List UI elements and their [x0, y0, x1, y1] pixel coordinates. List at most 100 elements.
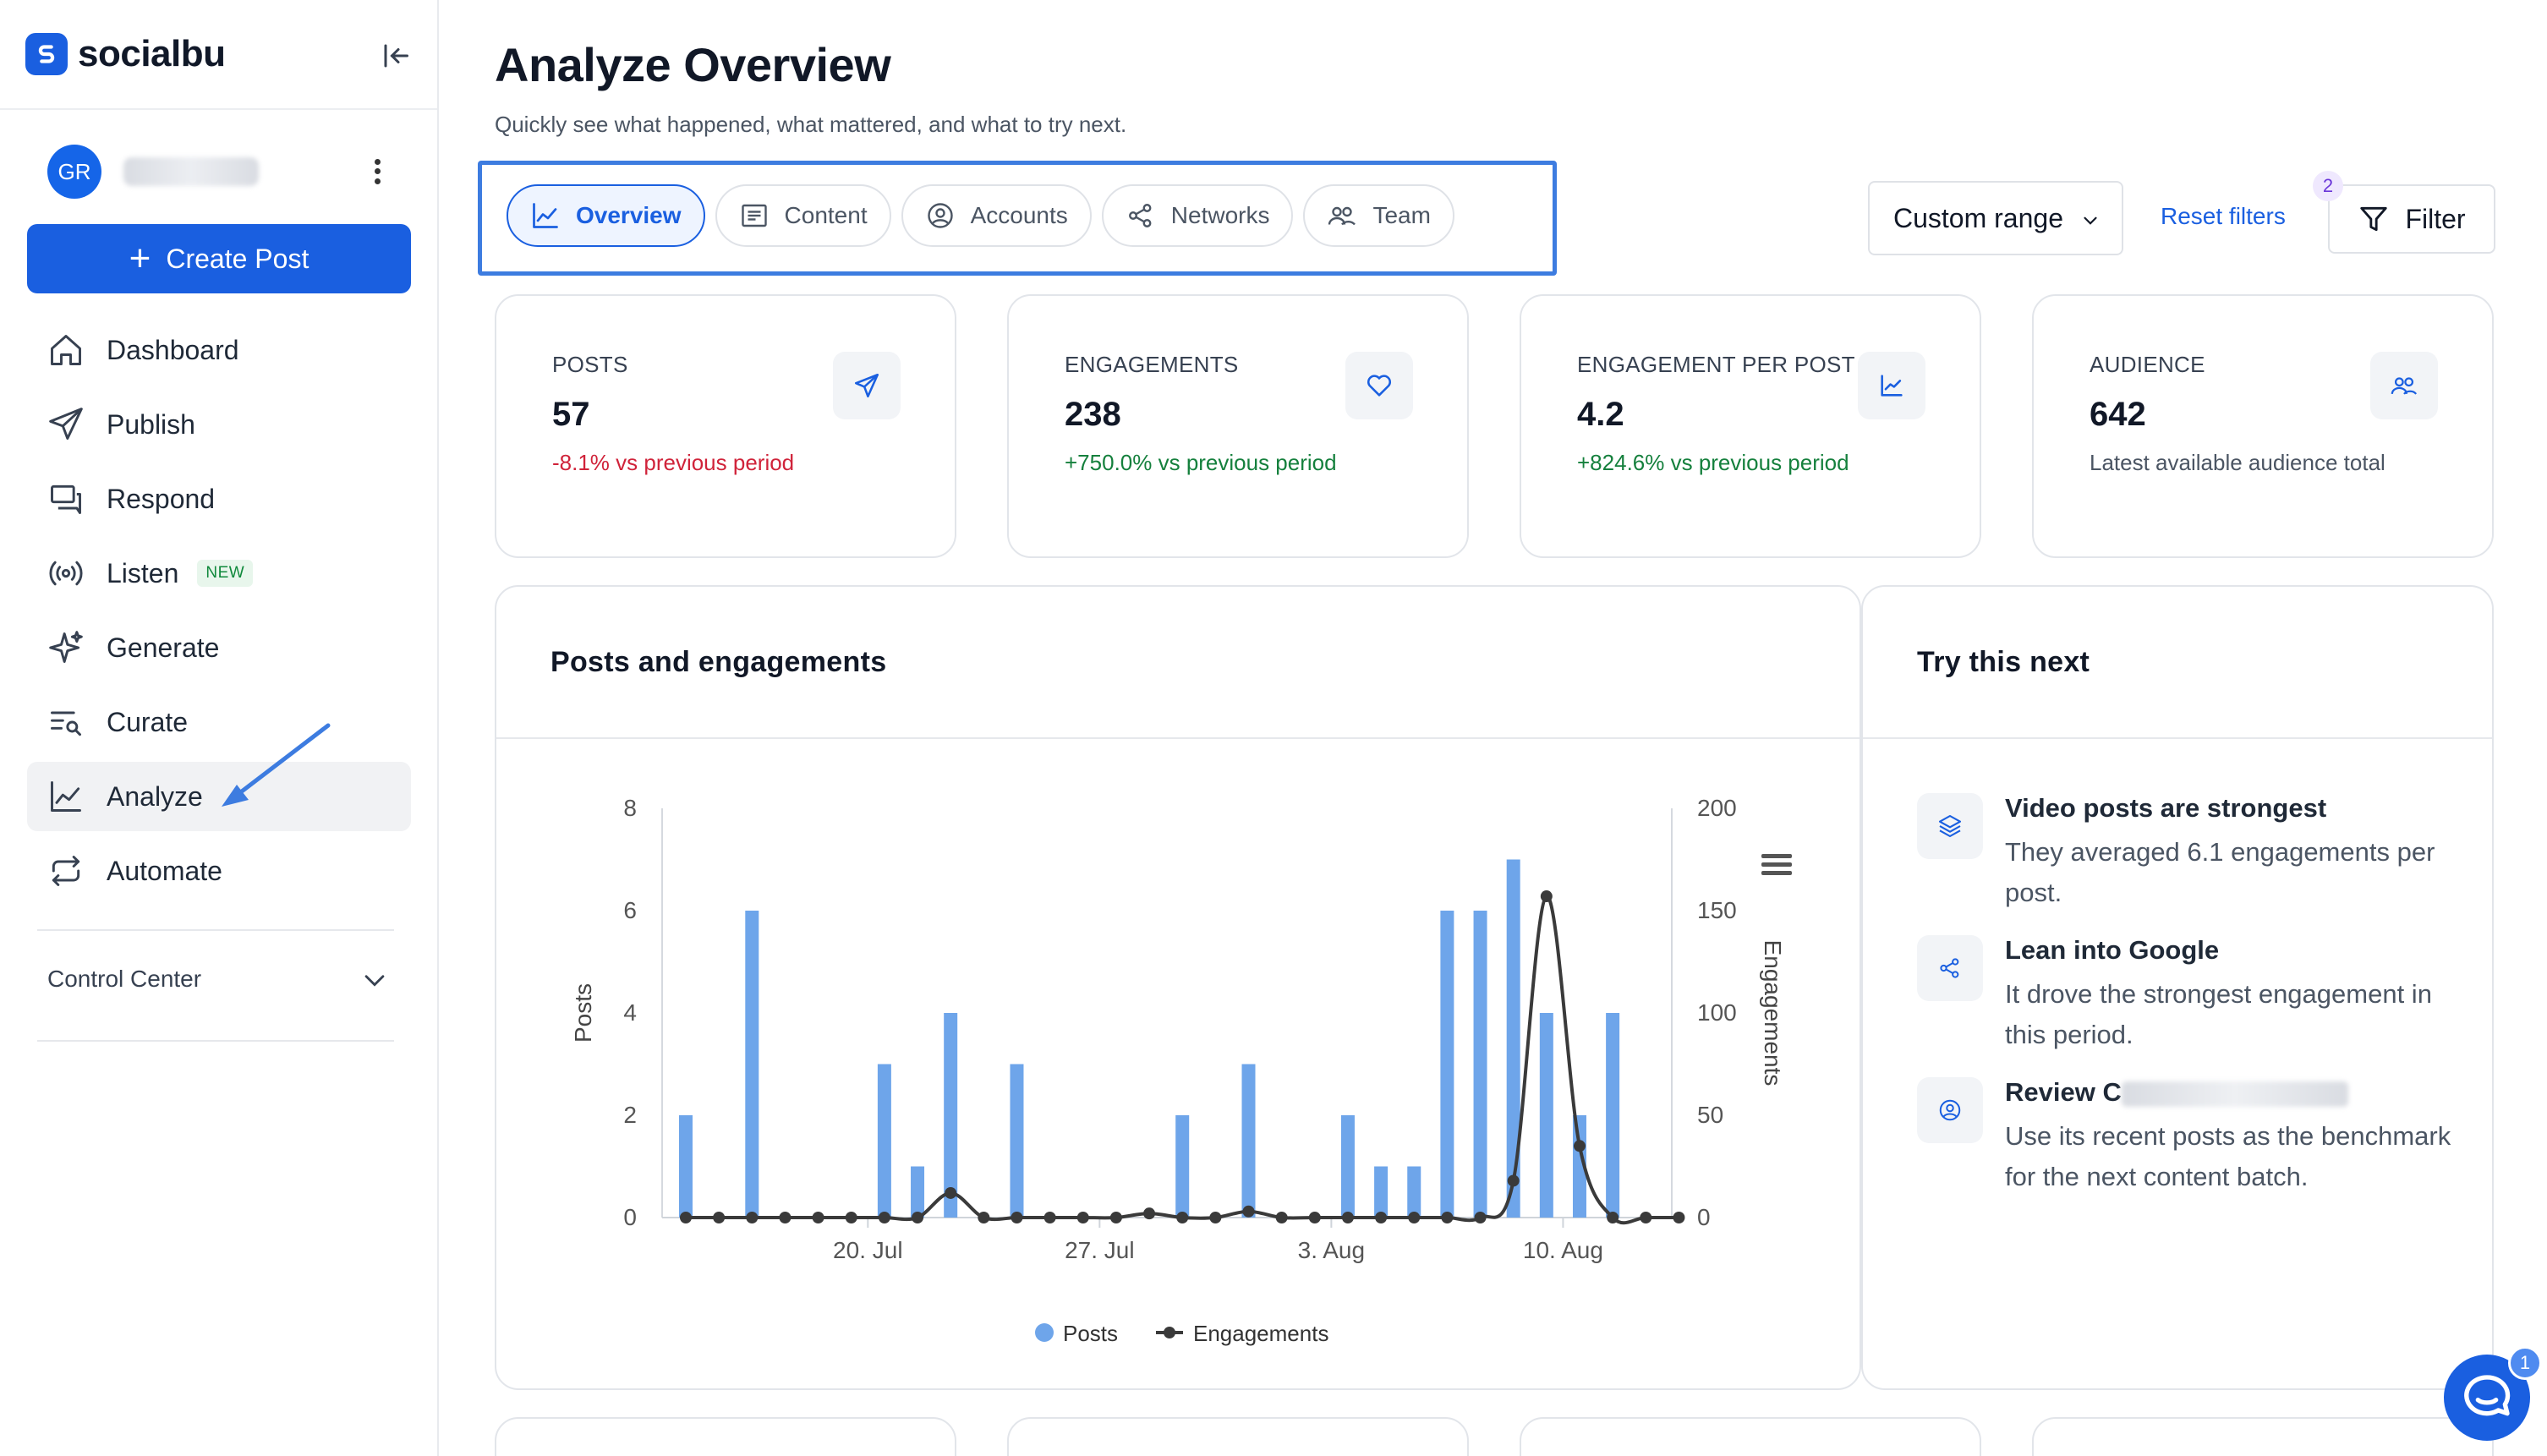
avatar[interactable]: GR — [47, 145, 101, 199]
sidebar-divider — [0, 108, 437, 110]
sidebar-item-publish[interactable]: Publish — [27, 390, 411, 459]
engagement-point — [1441, 1212, 1454, 1223]
bar — [1440, 911, 1454, 1218]
team-icon — [2370, 352, 2438, 419]
sidebar-item-listen[interactable]: Listen NEW — [27, 539, 411, 608]
share-icon — [1128, 204, 1152, 227]
tab-team[interactable]: Team — [1303, 184, 1454, 247]
stat-card — [1007, 1417, 1469, 1456]
y-axis-title: Posts — [570, 983, 596, 1043]
send-icon — [833, 352, 901, 419]
logo-text: socialbu — [78, 33, 226, 74]
stat-value: 4.2 — [1577, 396, 1624, 433]
send-icon — [49, 408, 83, 440]
sidebar-item-curate[interactable]: Curate — [27, 687, 411, 757]
sparkle-icon — [49, 631, 83, 663]
control-center-toggle[interactable]: Control Center — [47, 954, 394, 1004]
chat-icon — [2464, 1375, 2511, 1416]
sidebar-item-dashboard[interactable]: Dashboard — [27, 315, 411, 385]
sidebar: socialbu GR + Create Post Dashboard Publ… — [0, 0, 439, 1456]
engagement-point — [779, 1212, 791, 1223]
tab-accounts[interactable]: Accounts — [901, 184, 1092, 247]
home-icon — [51, 335, 81, 365]
legend-label-posts: Posts — [1063, 1321, 1118, 1346]
sidebar-item-respond[interactable]: Respond — [27, 464, 411, 534]
engagement-point — [1540, 890, 1553, 903]
page-title: Analyze Overview — [495, 38, 891, 91]
chat-notification-badge: 1 — [2508, 1346, 2542, 1380]
bar — [1407, 1166, 1421, 1218]
engagement-point — [1011, 1212, 1023, 1223]
engagement-point — [1673, 1212, 1685, 1223]
try-item-body: Use its recent posts as the benchmark fo… — [2005, 1121, 2451, 1191]
layers-icon — [1917, 793, 1983, 859]
stat-label: ENGAGEMENT PER POST — [1577, 352, 1855, 377]
bar — [1606, 1013, 1620, 1218]
stat-value: 642 — [2090, 396, 2146, 433]
y2-tick-label: 150 — [1697, 897, 1737, 923]
account-icon — [927, 203, 953, 228]
y-tick-label: 2 — [623, 1102, 637, 1128]
engagement-point — [1143, 1207, 1156, 1220]
broadcast-icon — [49, 561, 83, 586]
x-tick-label: 27. Jul — [1065, 1237, 1135, 1263]
filter-button[interactable]: Filter — [2328, 184, 2495, 254]
engagement-point — [1507, 1174, 1520, 1187]
legend-marker-engagements — [1164, 1327, 1175, 1338]
engagement-point — [1308, 1212, 1321, 1223]
stat-card-posts: POSTS 57 -8.1% vs previous period — [495, 294, 956, 558]
stat-card-engagement-per-post: ENGAGEMENT PER POST 4.2 +824.6% vs previ… — [1520, 294, 1981, 558]
tab-content[interactable]: Content — [715, 184, 891, 247]
bar — [944, 1013, 958, 1218]
create-post-button[interactable]: + Create Post — [27, 224, 411, 293]
bar — [911, 1166, 925, 1218]
y-tick-label: 8 — [623, 795, 637, 821]
stat-label: POSTS — [552, 352, 628, 377]
x-tick-label: 20. Jul — [833, 1237, 903, 1263]
y2-tick-label: 0 — [1697, 1204, 1711, 1230]
stat-card-audience: AUDIENCE 642 Latest available audience t… — [2032, 294, 2494, 558]
tab-networks[interactable]: Networks — [1101, 184, 1294, 247]
main-content: Analyze Overview Quickly see what happen… — [439, 0, 2547, 1456]
sidebar-item-generate[interactable]: Generate — [27, 613, 411, 682]
x-tick-label: 10. Aug — [1523, 1237, 1603, 1263]
engagement-point — [1176, 1212, 1189, 1223]
y-tick-label: 0 — [623, 1204, 637, 1230]
bar — [1010, 1064, 1024, 1218]
share-icon — [1917, 935, 1983, 1001]
tabs-highlight-annotation — [478, 161, 1557, 276]
divider — [37, 929, 394, 931]
stat-value: 57 — [552, 396, 590, 433]
date-range-select[interactable]: Custom range — [1868, 181, 2123, 255]
sidebar-nav: Dashboard Publish Respond Listen NEW Gen… — [27, 315, 411, 911]
stat-delta: +824.6% vs previous period — [1577, 450, 1849, 475]
more-options-icon[interactable] — [360, 152, 394, 191]
bar — [745, 911, 759, 1218]
sidebar-item-automate[interactable]: Automate — [27, 836, 411, 906]
plus-icon: + — [129, 238, 151, 279]
bar — [1539, 1013, 1553, 1218]
team-icon — [1328, 206, 1356, 226]
sidebar-item-analyze[interactable]: Analyze — [27, 762, 411, 831]
posts-engagements-chart: 0 2 4 6 8 0 50 100 150 200 Posts Engagements 20. Jul… — [570, 795, 1792, 1346]
divider — [1863, 737, 2492, 739]
engagement-point — [912, 1212, 924, 1223]
bar — [1374, 1166, 1389, 1218]
y-tick-label: 4 — [623, 999, 637, 1026]
reset-filters-link[interactable]: Reset filters — [2161, 203, 2286, 229]
bar — [679, 1115, 693, 1218]
tab-overview[interactable]: Overview — [507, 184, 705, 247]
engagement-point — [945, 1186, 957, 1199]
bar — [1175, 1115, 1190, 1218]
new-badge: NEW — [197, 560, 254, 587]
user-profile[interactable]: GR — [47, 142, 394, 201]
engagement-point — [978, 1212, 990, 1223]
y-tick-label: 6 — [623, 897, 637, 923]
legend-label-engagements: Engagements — [1193, 1321, 1328, 1346]
y2-tick-label: 50 — [1697, 1102, 1723, 1128]
logo[interactable]: socialbu — [25, 30, 414, 78]
account-icon — [1917, 1077, 1983, 1143]
bar — [1473, 911, 1487, 1218]
collapse-sidebar-icon[interactable] — [377, 37, 414, 74]
card-title: Try this next — [1917, 646, 2090, 678]
